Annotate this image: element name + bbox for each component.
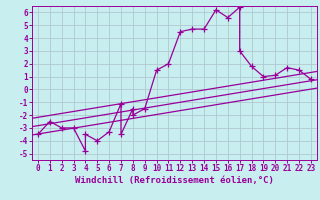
X-axis label: Windchill (Refroidissement éolien,°C): Windchill (Refroidissement éolien,°C) (75, 176, 274, 185)
